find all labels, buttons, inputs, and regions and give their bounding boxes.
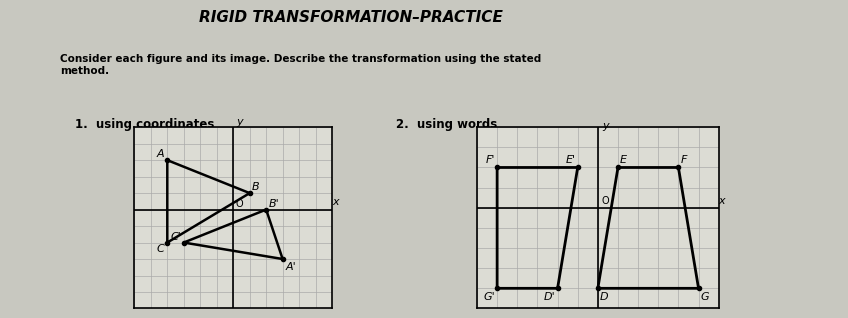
- Text: D: D: [600, 292, 609, 302]
- Text: y: y: [602, 121, 609, 131]
- Text: F': F': [486, 156, 495, 165]
- Text: 1.  using coordinates: 1. using coordinates: [75, 118, 214, 131]
- Text: O: O: [236, 199, 243, 209]
- Text: A': A': [285, 262, 296, 272]
- Text: y: y: [237, 117, 243, 127]
- Text: G': G': [483, 292, 495, 302]
- Text: B': B': [269, 199, 279, 209]
- Text: C: C: [156, 244, 164, 254]
- Text: C': C': [170, 232, 181, 242]
- Text: RIGID TRANSFORMATION–PRACTICE: RIGID TRANSFORMATION–PRACTICE: [198, 10, 503, 24]
- Text: E': E': [566, 156, 576, 165]
- Text: E: E: [620, 156, 627, 165]
- Text: D': D': [544, 292, 555, 302]
- Text: 2.  using words: 2. using words: [395, 118, 497, 131]
- Text: A: A: [156, 149, 164, 159]
- Text: O: O: [602, 196, 610, 206]
- Text: G: G: [700, 292, 709, 302]
- Text: Consider each figure and its image. Describe the transformation using the stated: Consider each figure and its image. Desc…: [59, 54, 541, 76]
- Text: F: F: [680, 156, 687, 165]
- Text: x: x: [718, 196, 725, 206]
- Text: B: B: [251, 182, 259, 192]
- Text: x: x: [332, 197, 338, 207]
